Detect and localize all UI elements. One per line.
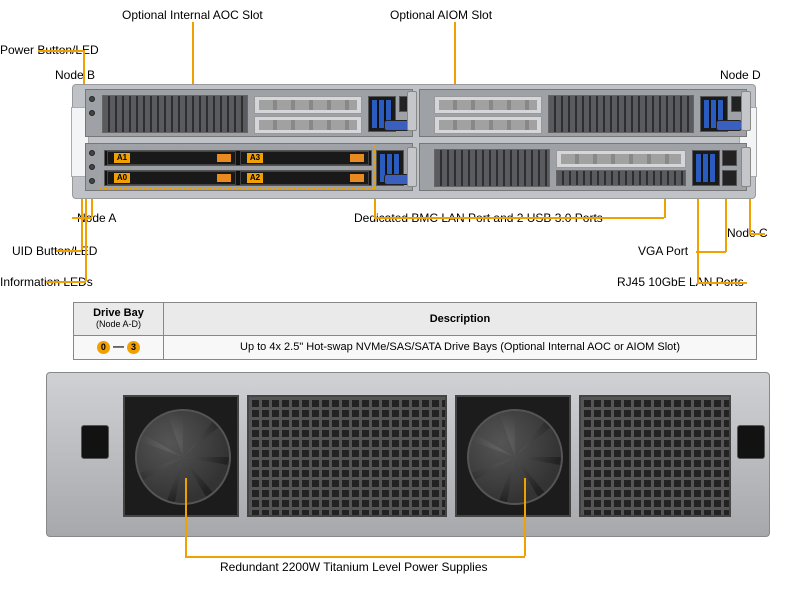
- label-aoc-slot: Optional Internal AOC Slot: [122, 8, 263, 22]
- label-psu: Redundant 2200W Titanium Level Power Sup…: [220, 560, 488, 574]
- callout-line: [46, 281, 86, 283]
- fan-icon: [135, 409, 231, 505]
- info-led: [89, 178, 95, 184]
- usb-ports[interactable]: [692, 150, 720, 186]
- callout-line: [524, 478, 526, 556]
- callout-line: [38, 50, 84, 52]
- uid-led[interactable]: [89, 110, 95, 116]
- uid-led[interactable]: [89, 164, 95, 170]
- callout-line: [725, 190, 727, 252]
- aiom-slot: [434, 116, 542, 134]
- label-node-b: Node B: [55, 68, 95, 82]
- power-inlet[interactable]: [737, 425, 765, 459]
- node-handle[interactable]: [741, 91, 751, 131]
- power-inlet[interactable]: [81, 425, 109, 459]
- callout-line: [749, 233, 765, 235]
- label-aiom-slot: Optional AIOM Slot: [390, 8, 492, 22]
- callout-line: [56, 250, 82, 252]
- vent-grille: [247, 395, 447, 517]
- server-rear-chassis: [46, 372, 770, 537]
- callout-line: [185, 478, 187, 556]
- vent-grille: [579, 395, 731, 517]
- callout-line: [85, 190, 87, 281]
- aoc-slot: [254, 116, 362, 134]
- power-led[interactable]: [89, 96, 95, 102]
- callout-line: [185, 556, 525, 558]
- callout-line: [697, 282, 747, 284]
- table-cell-description: Up to 4x 2.5" Hot-swap NVMe/SAS/SATA Dri…: [164, 336, 756, 359]
- table-cell-bayrange: 0 — 3: [74, 336, 164, 359]
- callout-line: [374, 217, 664, 219]
- label-vga: VGA Port: [638, 244, 688, 258]
- table-header-drivebay: Drive Bay (Node A-D): [74, 303, 164, 336]
- psu-fan-left: [123, 395, 239, 517]
- drive-bay-table: Drive Bay (Node A-D) Description 0 — 3 U…: [73, 302, 757, 360]
- vent-grille: [434, 149, 550, 187]
- aoc-slot: [254, 96, 362, 114]
- callout-line: [696, 251, 726, 253]
- node-d: [419, 89, 747, 137]
- vga-port[interactable]: [716, 120, 742, 131]
- callout-line: [697, 186, 699, 283]
- node-handle[interactable]: [407, 147, 417, 187]
- power-led[interactable]: [89, 150, 95, 156]
- node-c: [419, 143, 747, 191]
- vent-grille: [556, 170, 686, 186]
- node-handle[interactable]: [407, 91, 417, 131]
- rj45-lan-port[interactable]: [722, 150, 737, 166]
- vent-grille: [548, 95, 694, 133]
- server-front-chassis: A1 A3 A0 A2: [72, 84, 756, 199]
- label-node-d: Node D: [720, 68, 761, 82]
- node-handle[interactable]: [741, 147, 751, 187]
- fan-icon: [467, 409, 563, 505]
- aiom-slot: [556, 150, 686, 168]
- drive-bay-highlight: [99, 145, 375, 189]
- rj45-lan-port[interactable]: [722, 170, 737, 186]
- psu-fan-right: [455, 395, 571, 517]
- table-header-description: Description: [164, 303, 756, 336]
- aiom-slot: [434, 96, 542, 114]
- node-b: [85, 89, 413, 137]
- vent-grille: [102, 95, 248, 133]
